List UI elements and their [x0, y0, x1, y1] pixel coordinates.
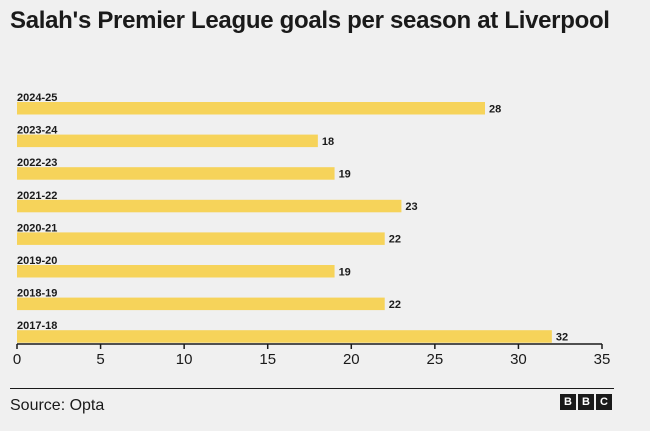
- bar: [17, 167, 335, 180]
- x-tick-label: 35: [594, 351, 611, 368]
- x-tick-label: 15: [259, 351, 276, 368]
- category-label: 2020-21: [17, 222, 57, 234]
- bar: [17, 330, 552, 343]
- data-label: 22: [389, 234, 401, 246]
- data-label: 18: [322, 136, 334, 148]
- category-label: 2023-24: [17, 125, 58, 137]
- x-tick-label: 25: [427, 351, 444, 368]
- x-tick-label: 0: [13, 351, 21, 368]
- source-note: Source: Opta: [10, 397, 105, 414]
- x-tick-label: 5: [96, 351, 104, 368]
- bar-chart: 2024-25282023-24182022-23192021-22232020…: [13, 92, 611, 368]
- data-label: 32: [556, 331, 568, 343]
- category-label: 2019-20: [17, 255, 57, 267]
- bar: [17, 297, 385, 311]
- data-label: 23: [405, 201, 417, 213]
- bar: [17, 102, 485, 115]
- category-label: 2024-25: [17, 92, 57, 104]
- data-label: 19: [339, 266, 351, 278]
- x-tick-label: 10: [176, 351, 193, 368]
- data-label: 19: [339, 168, 351, 180]
- bar: [17, 232, 385, 245]
- data-label: 28: [489, 103, 501, 115]
- category-label: 2018-19: [17, 288, 57, 300]
- bbc-logo-b1: B: [560, 394, 576, 410]
- chart-title: Salah's Premier League goals per season …: [10, 7, 610, 34]
- bbc-logo: B B C: [560, 394, 612, 410]
- bar: [17, 265, 335, 278]
- x-tick-label: 20: [343, 351, 360, 368]
- bar: [17, 134, 318, 148]
- bar: [17, 199, 402, 213]
- category-label: 2017-18: [17, 320, 57, 332]
- category-label: 2021-22: [17, 190, 57, 202]
- category-label: 2022-23: [17, 157, 57, 169]
- footer-divider: [10, 388, 614, 389]
- data-label: 22: [389, 299, 401, 311]
- bbc-logo-b2: B: [578, 394, 594, 410]
- bbc-logo-c: C: [596, 394, 612, 410]
- x-tick-label: 30: [510, 351, 527, 368]
